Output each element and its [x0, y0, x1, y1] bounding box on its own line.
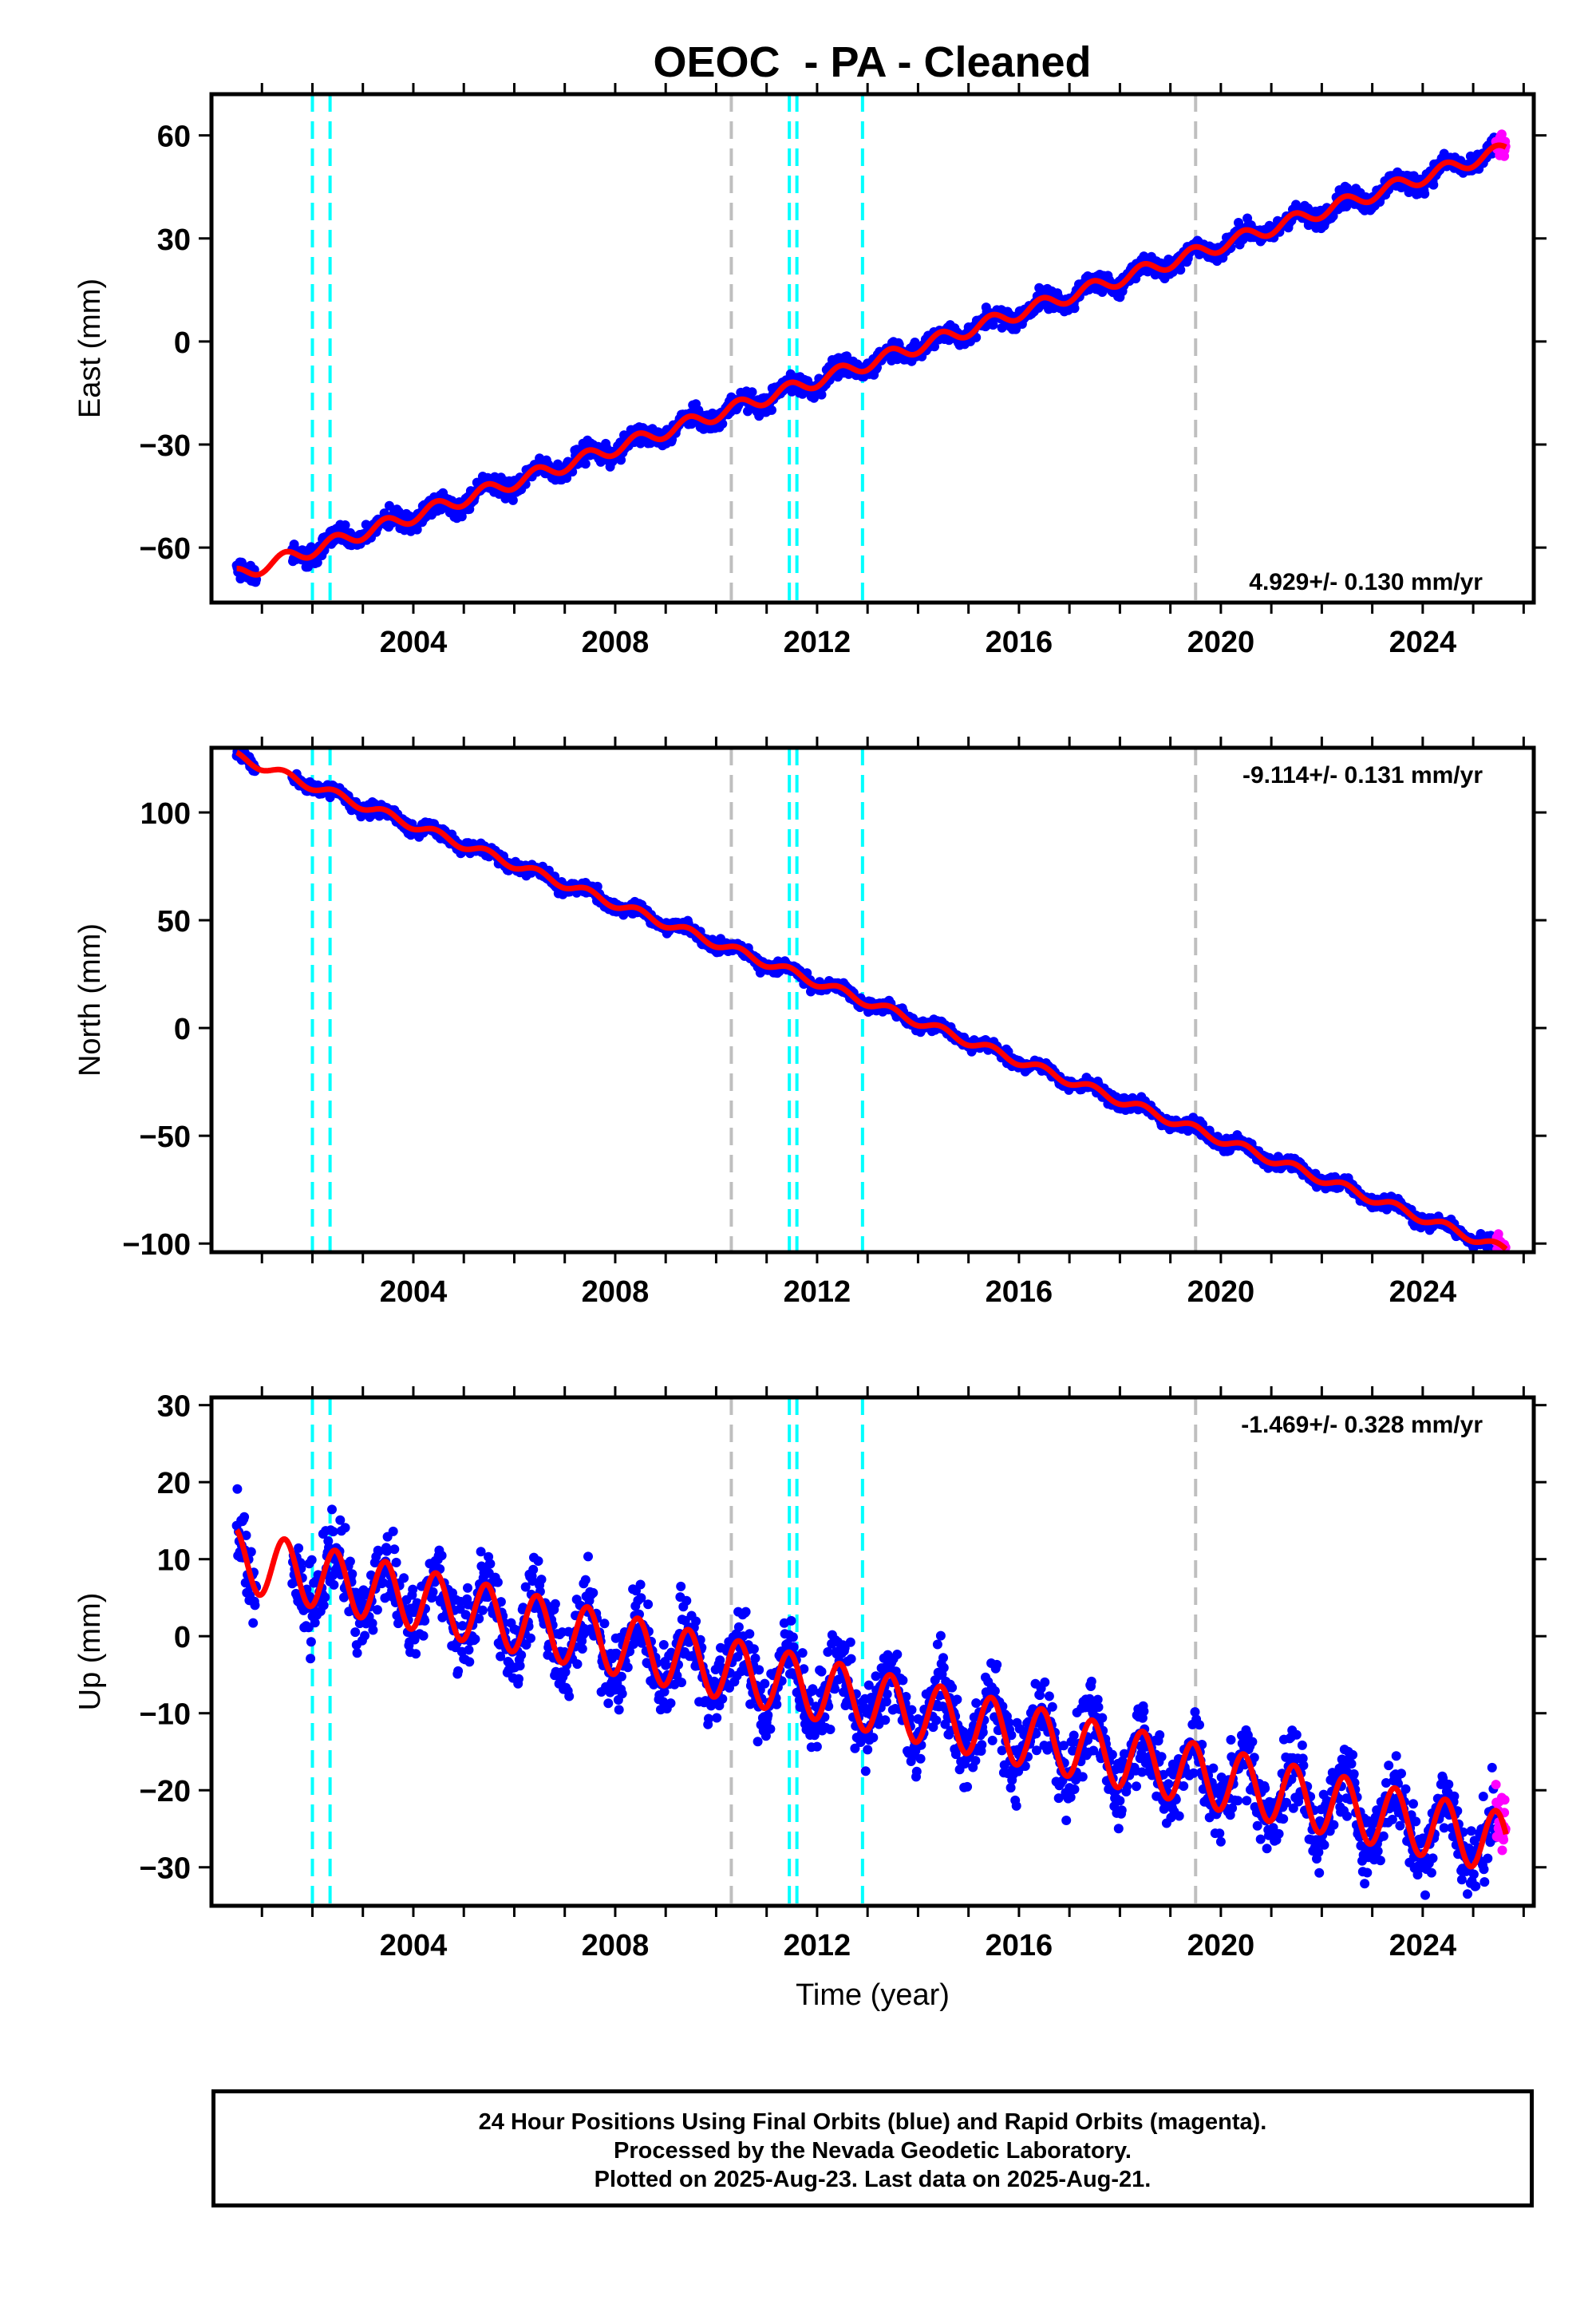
final-orbits-points: [231, 1484, 1500, 1900]
footer-line-processed: Processed by the Nevada Geodetic Laborat…: [614, 2138, 1132, 2164]
y-tick-label: 30: [157, 1390, 191, 1424]
x-tick-label: 2004: [380, 1275, 448, 1309]
y-tick-label: 30: [157, 223, 191, 257]
y-tick-label: 0: [174, 1013, 191, 1046]
final-orbits-markers: [231, 1484, 1500, 1900]
model-fit-curve: [235, 749, 1508, 1251]
y-tick-label: 100: [140, 797, 191, 831]
y-tick-label: 0: [174, 1621, 191, 1654]
y-tick-label: −100: [122, 1228, 191, 1262]
x-axis-label: Time (year): [796, 1978, 950, 2012]
footer-line-dates: Plotted on 2025-Aug-23. Last data on 202…: [594, 2167, 1152, 2192]
chart-title: OEOC - PA - Cleaned: [653, 38, 1091, 86]
panel-1: 2004 2008 2012 2016 2020 2024 −100 −50 0 50 100 Nor…: [73, 737, 1547, 1309]
x-tick-label: 2016: [986, 626, 1053, 659]
x-tick-label: 2020: [1187, 626, 1255, 659]
plot-frame: [209, 745, 1536, 1255]
plot-area: [231, 94, 1511, 603]
x-tick-label: 2008: [582, 626, 650, 659]
x-tick-label: 2012: [784, 626, 851, 659]
model-fit-curve: [236, 142, 1507, 578]
y-tick-label: 0: [174, 326, 191, 360]
plot-frame: [209, 1395, 1536, 1908]
final-orbits-points: [231, 132, 1500, 587]
y-tick-label: −20: [140, 1775, 191, 1808]
panel-0: 2004 2008 2012 2016 2020 2024 −60 −30 0 30 60 East …: [73, 83, 1547, 659]
velocity-annotation: 4.929+/- 0.130 mm/yr: [1249, 569, 1483, 595]
rapid-orbits-markers: [1491, 1780, 1511, 1856]
model-fit-curve: [234, 1528, 1509, 1870]
panel-2: 2004 2008 2012 2016 2020 2024 −30 −20 −10 0 10 20 30…: [73, 1386, 1547, 2012]
x-tick-label: 2024: [1389, 1929, 1457, 1962]
y-tick-label: −50: [140, 1120, 191, 1154]
y-tick-label: −30: [140, 1852, 191, 1886]
plot-area: [231, 748, 1511, 1252]
y-tick-label: −10: [140, 1698, 191, 1732]
y-tick-label: 20: [157, 1467, 191, 1500]
y-axis-label: East (mm): [73, 279, 107, 418]
y-tick-label: 10: [157, 1544, 191, 1578]
x-tick-label: 2004: [380, 1929, 448, 1962]
x-tick-label: 2012: [784, 1929, 851, 1962]
x-tick-label: 2016: [986, 1929, 1053, 1962]
plot-frame: [209, 92, 1536, 605]
x-tick-label: 2004: [380, 626, 448, 659]
y-tick-label: 50: [157, 905, 191, 939]
x-tick-label: 2012: [784, 1275, 851, 1309]
y-tick-label: 60: [157, 121, 191, 154]
x-tick-label: 2020: [1187, 1929, 1255, 1962]
y-axis-label: North (mm): [73, 923, 107, 1077]
x-tick-label: 2008: [582, 1275, 650, 1309]
y-axis-label: Up (mm): [73, 1593, 107, 1711]
x-tick-label: 2020: [1187, 1275, 1255, 1309]
y-tick-label: −30: [140, 429, 191, 463]
y-tick-label: −60: [140, 532, 191, 566]
x-tick-label: 2024: [1389, 626, 1457, 659]
x-tick-label: 2024: [1389, 1275, 1457, 1309]
footer-line-orbits: 24 Hour Positions Using Final Orbits (bl…: [478, 2109, 1267, 2135]
velocity-annotation: -1.469+/- 0.328 mm/yr: [1241, 1412, 1483, 1438]
plot-area: [231, 1397, 1511, 1906]
footer-caption-box: 24 Hour Positions Using Final Orbits (bl…: [211, 2089, 1534, 2207]
velocity-annotation: -9.114+/- 0.131 mm/yr: [1242, 762, 1483, 788]
x-tick-label: 2008: [582, 1929, 650, 1962]
panels-group: 2004 2008 2012 2016 2020 2024 −60 −30 0 30 60 East …: [73, 83, 1547, 2012]
x-tick-label: 2016: [986, 1275, 1053, 1309]
final-orbits-markers: [231, 132, 1500, 587]
